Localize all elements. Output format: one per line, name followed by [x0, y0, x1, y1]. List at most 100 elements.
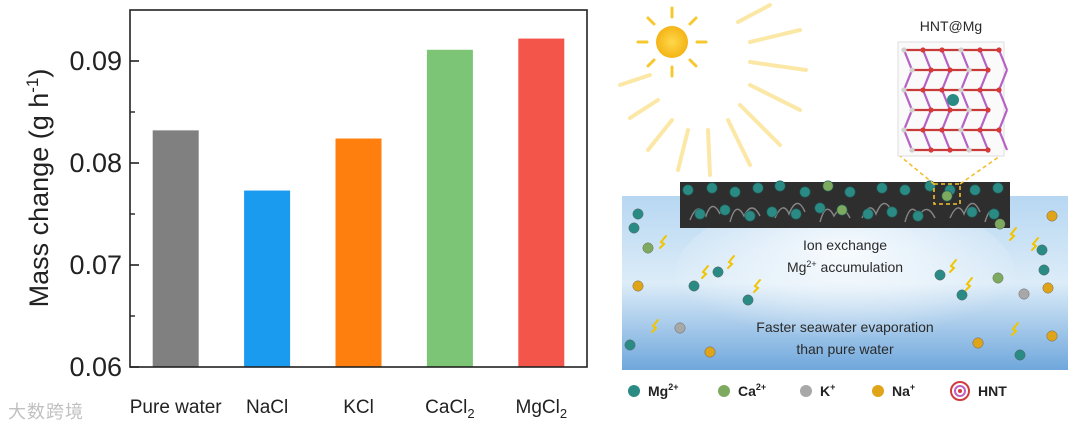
- water-ion: [1046, 330, 1058, 342]
- zoom-line-right: [959, 155, 1001, 185]
- membrane-ion: [729, 186, 741, 198]
- crystal-bond: [977, 47, 983, 53]
- water-ion: [688, 280, 700, 292]
- crystal-bond: [977, 127, 983, 133]
- crystal-bond: [978, 49, 990, 71]
- crystal-bond: [959, 109, 971, 131]
- legend-swatch: [872, 385, 884, 397]
- bar-nacl: [244, 190, 291, 367]
- crystal-bond: [997, 129, 1009, 151]
- crystal-bond: [901, 47, 907, 53]
- category-label: Pure water: [130, 397, 223, 418]
- mg-ion-center: [947, 94, 959, 106]
- membrane-ion: [814, 202, 826, 214]
- hnt-mg-inset: HNT@Mg: [897, 18, 1009, 157]
- membrane-ion: [876, 182, 888, 194]
- lightning-arrow: [727, 255, 735, 269]
- crystal-bond: [959, 129, 971, 151]
- membrane-ions: [682, 180, 1004, 222]
- membrane-ion: [799, 186, 811, 198]
- category-label: NaCl: [246, 397, 288, 418]
- membrane-ion: [744, 210, 756, 222]
- water-ion: [742, 294, 754, 306]
- crystal-bond: [939, 127, 945, 133]
- y-tick-label: 0.08: [69, 148, 122, 178]
- membrane-ion: [706, 182, 718, 194]
- crystal-bond: [959, 89, 971, 111]
- category-label: KCl: [343, 397, 374, 418]
- membrane-ion: [886, 206, 898, 218]
- zoom-box: [933, 183, 961, 205]
- crystal-bond: [940, 49, 952, 71]
- faster-evaporation-text: Faster seawater evaporation: [756, 319, 933, 335]
- sun-icon: [636, 6, 708, 78]
- crystal-bond: [947, 67, 953, 73]
- crystal-bond: [985, 107, 991, 113]
- category-label: MgCl2: [516, 397, 568, 421]
- crystal-bond: [985, 67, 991, 73]
- lightning-arrow: [1031, 237, 1039, 251]
- crystal-bond: [997, 49, 1009, 71]
- water-ion: [632, 280, 644, 292]
- crystal-bond: [978, 69, 990, 91]
- crystal-bond: [947, 147, 953, 153]
- crystal-bond: [978, 89, 990, 111]
- water-ion: [1018, 288, 1030, 300]
- legend-hnt: HNT: [950, 381, 1007, 401]
- y-tick-label: 0.06: [69, 352, 122, 382]
- lightning-arrow: [651, 319, 659, 333]
- membrane-ion: [941, 190, 953, 202]
- crystal-bond: [978, 109, 990, 131]
- legend-label: K+: [820, 382, 835, 399]
- water-ion: [704, 346, 716, 358]
- water-ion: [642, 242, 654, 254]
- legend-swatch: [628, 385, 640, 397]
- bar-chart: Pure water NaCl KCl CaCl2 MgCl2 0.06 0.07 0.08 0…: [23, 9, 588, 421]
- crystal-bond: [902, 129, 914, 151]
- ion-legend: Mg2+ Ca2+ K+ Na+: [628, 382, 915, 399]
- crystal-bond: [928, 147, 934, 153]
- y-tick-label: 0.09: [69, 46, 122, 76]
- membrane-ion: [752, 182, 764, 194]
- lightning-arrow: [965, 277, 973, 291]
- crystal-bond: [978, 129, 990, 151]
- membrane-ion: [766, 206, 778, 218]
- legend-mg: Mg2+: [628, 382, 678, 399]
- ion-exchange-text: Ion exchange: [803, 237, 887, 253]
- plot-frame: [129, 9, 588, 368]
- crystal-bond: [902, 89, 914, 111]
- membrane-ion: [966, 206, 978, 218]
- legend-label: Na+: [892, 382, 915, 399]
- legend-k: K+: [800, 382, 835, 399]
- legend-ca: Ca2+: [718, 382, 766, 399]
- water-ion: [624, 339, 636, 351]
- water-ion: [1038, 264, 1050, 276]
- legend-na: Na+: [872, 382, 915, 399]
- crystal-bond: [940, 129, 952, 151]
- membrane-ion: [844, 186, 856, 198]
- bar-pure-water: [152, 130, 199, 367]
- water-ion: [992, 272, 1004, 284]
- inset-title: HNT@Mg: [920, 18, 982, 34]
- zoom-line-left: [899, 155, 935, 185]
- crystal-bond: [959, 49, 971, 71]
- crystal-bond: [958, 47, 964, 53]
- water-ion: [628, 222, 640, 234]
- crystal-bond: [901, 127, 907, 133]
- crystal-bond: [939, 47, 945, 53]
- water-ions: [624, 208, 1058, 361]
- than-pure-water-text: than pure water: [796, 341, 894, 357]
- crystal-bond: [977, 87, 983, 93]
- crystal-bond: [940, 89, 952, 111]
- crystal-bond: [921, 49, 933, 71]
- crystal-bond: [997, 69, 1009, 91]
- evaporation-schematic: HNT@Mg Ion exchange Mg2+ accumulation Fa…: [618, 3, 1068, 401]
- crystal-bond: [966, 147, 972, 153]
- crystal-bond: [921, 69, 933, 91]
- membrane-ion: [912, 210, 924, 222]
- legend-label: Ca2+: [738, 382, 766, 399]
- membrane-ion: [694, 208, 706, 220]
- membrane-ion: [822, 180, 834, 192]
- category-label: CaCl2: [425, 397, 474, 421]
- membrane-ion: [836, 204, 848, 216]
